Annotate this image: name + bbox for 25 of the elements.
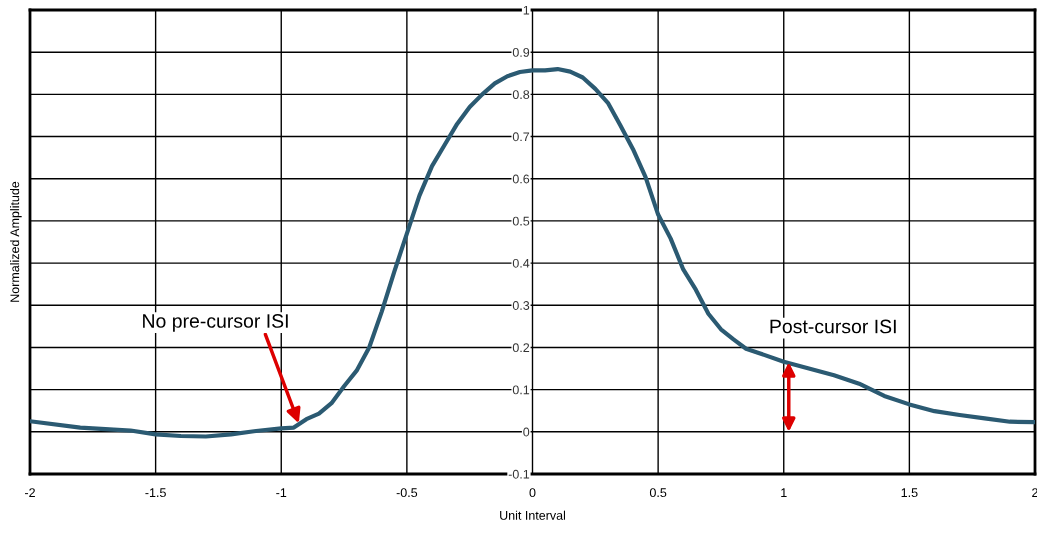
line-series xyxy=(30,66,1035,439)
annotation: No pre-cursor ISI xyxy=(143,314,288,332)
x-tick-label: -1 xyxy=(276,488,287,497)
y-tick-label: -0.1 xyxy=(508,469,530,479)
x-tick-label: 2 xyxy=(1032,488,1037,497)
x-tick-label: 0.5 xyxy=(649,488,667,498)
x-tick-label: 1 xyxy=(781,488,787,497)
annotation: Post-cursor ISI xyxy=(770,319,896,334)
y-tick-label: 0.1 xyxy=(512,385,530,395)
x-tick-label: 1.5 xyxy=(901,488,918,498)
y-tick-label: 0.5 xyxy=(512,216,530,226)
y-axis-title: Normalized Amplitude xyxy=(10,181,22,302)
y-tick-label: 0.4 xyxy=(512,258,530,268)
y-tick-label: 0.9 xyxy=(512,47,530,57)
y-tick-label: 0.3 xyxy=(512,301,530,310)
x-tick-label: -0.5 xyxy=(396,488,418,498)
y-tick-label: 0.6 xyxy=(512,174,530,184)
x-tick-label: -1.5 xyxy=(145,488,166,498)
y-tick-label: 1 xyxy=(523,5,530,15)
y-tick-label: 0 xyxy=(523,427,530,437)
y-tick-label: 0.7 xyxy=(512,132,530,142)
x-tick-label: -2 xyxy=(25,488,35,497)
y-tick-label: 0.8 xyxy=(512,90,530,100)
x-axis-title: Unit Interval xyxy=(500,510,566,520)
y-tick-label: 0.2 xyxy=(512,343,530,353)
